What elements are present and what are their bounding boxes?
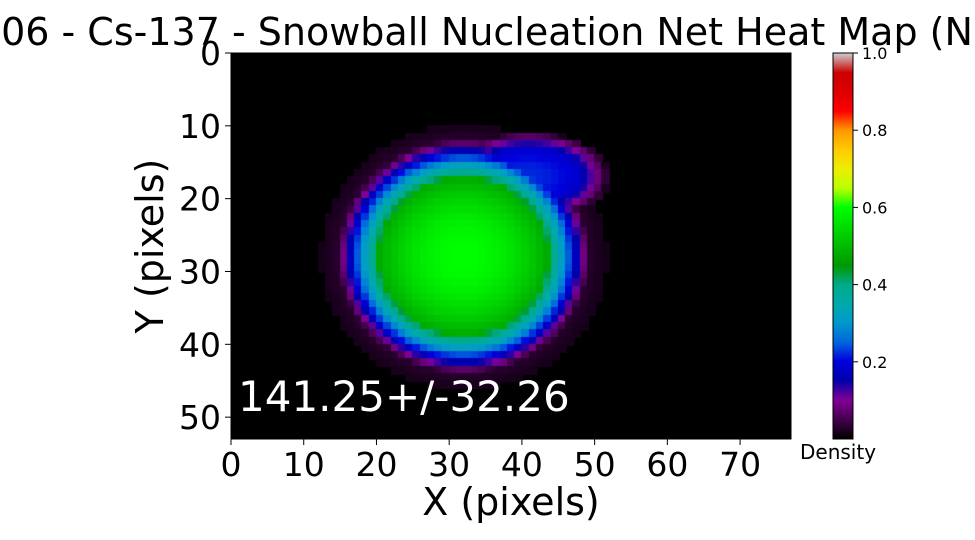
plot-frame <box>230 52 792 440</box>
y-axis-label: Y (pixels) <box>128 158 172 334</box>
colorbar-tick-label: 0.2 <box>862 353 887 372</box>
x-tick-label: 30 <box>428 445 470 484</box>
y-tick-label: 0 <box>200 34 221 73</box>
colorbar-tick-label: 0.6 <box>862 198 887 217</box>
x-tick-label: 40 <box>501 445 543 484</box>
x-tick-label: 0 <box>221 445 242 484</box>
colorbar-tick-label: 0.8 <box>862 121 887 140</box>
y-tick-label: 10 <box>179 107 221 146</box>
colorbar-frame <box>832 52 854 440</box>
chart-title: 06 - Cs-137 - Snowball Nucleation Net He… <box>1 10 973 54</box>
x-tick-label: 50 <box>574 445 616 484</box>
colorbar <box>833 53 853 439</box>
x-axis-label: X (pixels) <box>422 480 600 524</box>
y-tick-label: 30 <box>179 252 221 291</box>
x-tick-label: 20 <box>355 445 397 484</box>
y-tick-label: 50 <box>179 398 221 437</box>
heatmap-image <box>231 53 791 439</box>
x-tick-label: 70 <box>719 445 761 484</box>
colorbar-tick-label: 1.0 <box>862 44 887 63</box>
value-annotation: 141.25+/-32.26 <box>238 372 570 421</box>
y-tick-label: 20 <box>179 180 221 219</box>
x-tick-label: 10 <box>283 445 325 484</box>
y-tick-label: 40 <box>179 325 221 364</box>
colorbar-label: Density <box>800 440 877 464</box>
x-tick-label: 60 <box>646 445 688 484</box>
colorbar-tick-label: 0.4 <box>862 276 887 295</box>
